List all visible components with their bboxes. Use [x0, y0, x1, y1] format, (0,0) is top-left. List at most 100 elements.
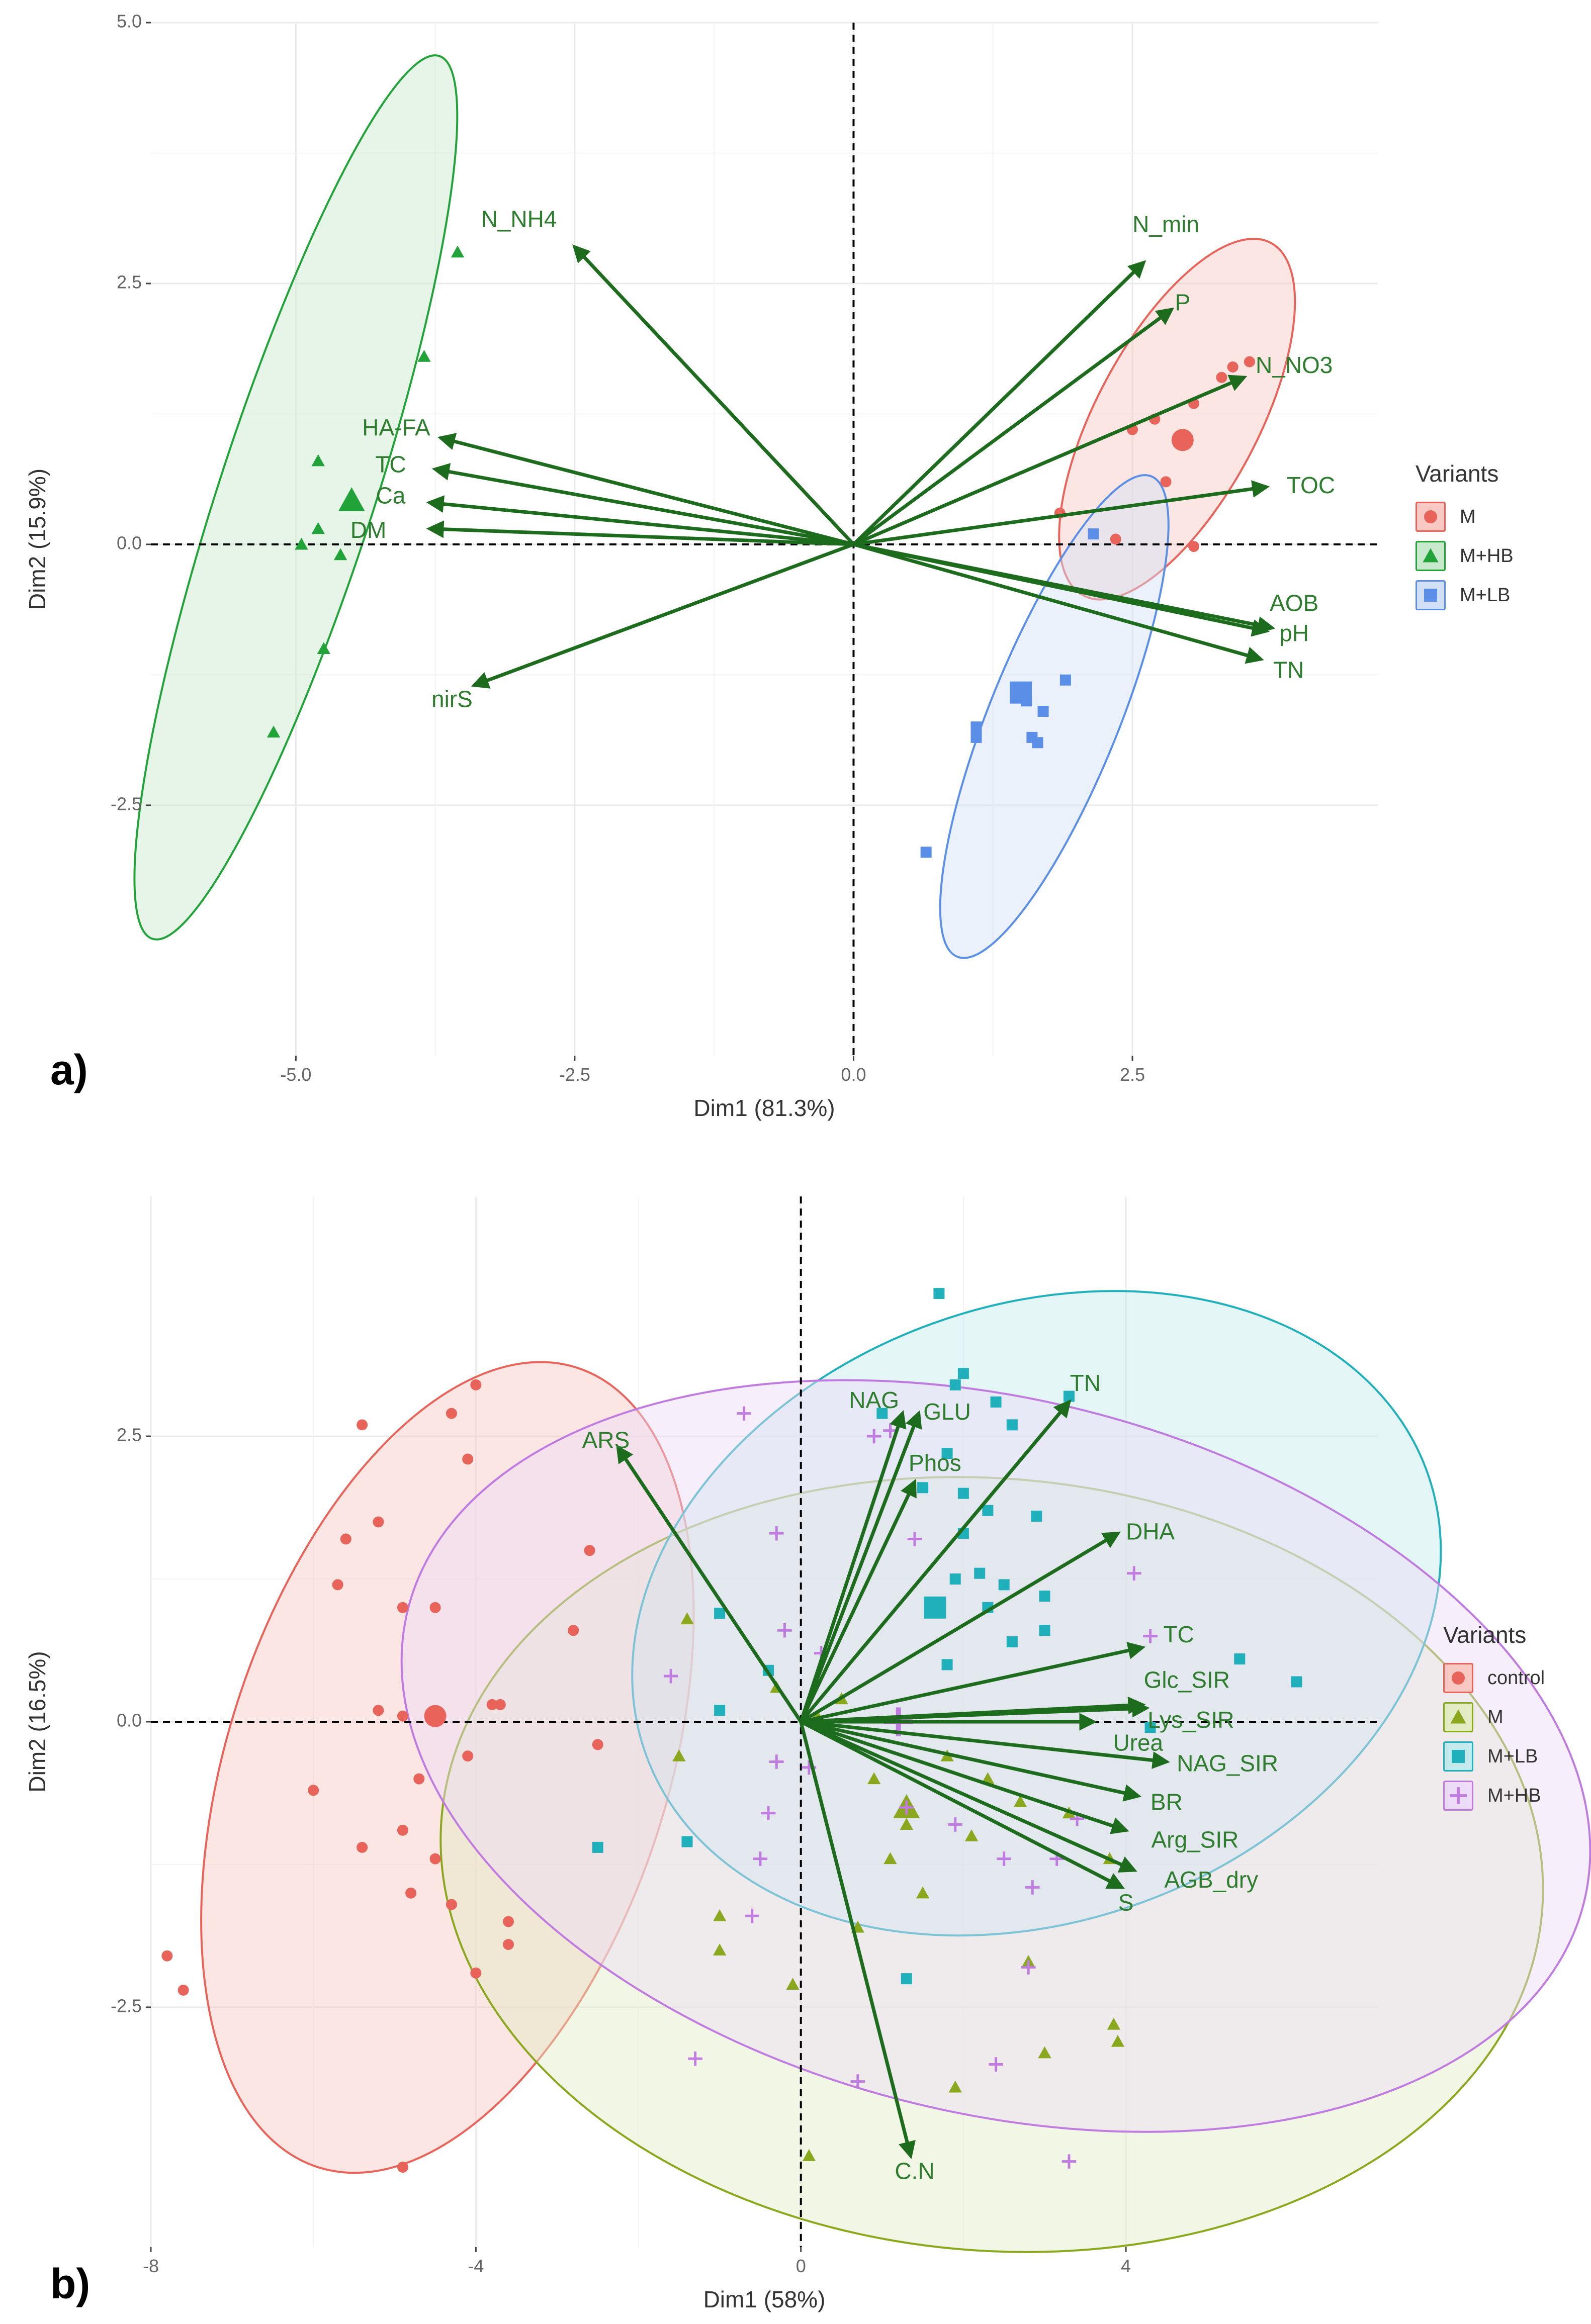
point-m — [867, 1772, 881, 1785]
arrow-n-nh4 — [572, 244, 855, 546]
legend-key-m-lb — [1443, 1741, 1473, 1772]
legend-key-control — [1443, 1663, 1473, 1693]
arrow-lys-sir — [801, 1700, 1150, 1724]
point-m — [1110, 533, 1121, 545]
legend-label-m: M — [1487, 1706, 1504, 1728]
legend-key-m-hb — [1443, 1781, 1473, 1811]
point-m — [900, 1818, 913, 1830]
y-tick-label: -2.5 — [111, 793, 142, 814]
arrow-dha — [800, 1531, 1121, 1724]
loading-label-s: S — [1118, 1890, 1134, 1916]
point-m-lb — [901, 1973, 912, 1985]
point-m-hb — [997, 1851, 1011, 1866]
point-m-hb — [989, 2057, 1003, 2072]
loading-label-tc: TC — [1163, 1621, 1194, 1647]
arrow-c-n — [799, 1721, 916, 2160]
legend-glyph-m — [1424, 510, 1437, 523]
arrow-ph — [853, 542, 1270, 637]
point-m-hb — [317, 642, 331, 655]
point-m-lb — [949, 1379, 961, 1390]
legend-item-control: control — [1443, 1658, 1545, 1698]
loading-label-tc: TC — [375, 451, 406, 477]
y-tick-label: -2.5 — [111, 1995, 142, 2016]
y-tick-label: 0.0 — [117, 1710, 142, 1731]
axes: -8 -4 0 4 -2.5 0.0 2.5 Dim1 (58%) Dim2 (16.5%) — [24, 1425, 1131, 2312]
panel-letter-a: a) — [50, 1046, 88, 1093]
centroid-m-lb — [1010, 681, 1032, 704]
point-m-hb — [850, 2074, 865, 2089]
legend-label-m: M — [1460, 506, 1476, 527]
legend-label-m-hb: M+HB — [1487, 1785, 1541, 1806]
arrow-nirs — [471, 542, 854, 689]
arrow-nag — [799, 1410, 907, 1723]
loading-label-n-nh4: N_NH4 — [481, 206, 557, 232]
point-control — [592, 1739, 603, 1750]
legend-a: Variants M M+HB M+LB — [1416, 460, 1514, 615]
arrow-tn — [853, 542, 1264, 664]
arrow-ars — [616, 1444, 803, 1723]
point-control — [308, 1785, 319, 1796]
arrow-phos — [799, 1478, 917, 1723]
y-tick-label: 0.0 — [117, 532, 142, 553]
point-m-lb — [957, 1488, 969, 1499]
loading-label-dha: DHA — [1126, 1518, 1175, 1544]
loading-label-tn: TN — [1273, 657, 1304, 683]
point-m-lb — [876, 1408, 888, 1419]
legend-marker-m-lb — [1452, 1750, 1465, 1763]
arrow-tc — [431, 463, 854, 546]
legend-label-control: control — [1487, 1667, 1545, 1689]
confidence-ellipses — [200, 1290, 1591, 2253]
x-axis-title: Dim1 (58%) — [703, 2286, 826, 2312]
point-control — [178, 1984, 189, 1996]
arrow-agb-dry — [800, 1720, 1137, 1873]
y-axis-title: Dim2 (15.9%) — [24, 469, 50, 610]
point-m-hb — [948, 1817, 963, 1832]
point-m-lb — [681, 1836, 693, 1847]
arrow-toc — [853, 480, 1270, 546]
axes: -5.0 -2.5 0.0 2.5 -2.5 0.0 2.5 5.0 Dim1 (81.3%) D… — [24, 11, 1145, 1121]
loading-label-ars: ARS — [582, 1427, 630, 1453]
arrow-br — [800, 1720, 1142, 1802]
arrow-p — [852, 307, 1175, 546]
point-m-hb — [417, 350, 431, 362]
point-m — [1227, 361, 1239, 373]
point-control — [446, 1408, 457, 1419]
legend-glyph-control — [1452, 1671, 1465, 1685]
point-m-lb — [933, 1288, 945, 1299]
point-m-hb — [1126, 1566, 1141, 1581]
point-m-lb — [941, 1448, 953, 1459]
point-m-lb — [957, 1368, 969, 1379]
point-m-lb — [1039, 1625, 1050, 1636]
point-m-lb — [1032, 737, 1043, 749]
legend-marker-control — [1452, 1671, 1465, 1685]
legend-glyph-m — [1450, 1709, 1466, 1724]
ellipse-m-lb — [631, 1290, 1442, 1937]
point-control — [462, 1750, 474, 1762]
legend-marker-m — [1424, 510, 1437, 523]
point-m-hb — [899, 1800, 914, 1815]
x-tick-label: -5.0 — [280, 1064, 311, 1085]
point-control — [413, 1773, 425, 1785]
y-tick-label: 2.5 — [117, 1425, 142, 1445]
loading-label-c-n: C.N — [895, 2158, 934, 2184]
loading-label-urea: Urea — [1113, 1730, 1163, 1756]
arrow-n-min — [852, 260, 1146, 546]
point-control — [340, 1533, 351, 1545]
point-m — [1111, 2034, 1125, 2047]
legend-item-m-lb: M+LB — [1443, 1737, 1545, 1776]
point-m — [680, 1612, 694, 1625]
point-m-hb — [295, 537, 308, 550]
point-m-lb — [1063, 1390, 1075, 1402]
legend-label-m-lb: M+LB — [1487, 1745, 1538, 1767]
point-m-lb — [1088, 528, 1099, 540]
centroid-control — [424, 1705, 447, 1727]
legend-item-m-hb: M+HB — [1443, 1776, 1545, 1815]
point-m-lb — [1039, 1591, 1050, 1602]
loading-label-aob: AOB — [1270, 590, 1318, 616]
point-control — [502, 1938, 514, 1950]
point-control — [397, 2161, 408, 2173]
point-m-lb — [1059, 674, 1071, 686]
point-m-hb — [1143, 1629, 1158, 1643]
point-m-lb — [1291, 1676, 1302, 1688]
